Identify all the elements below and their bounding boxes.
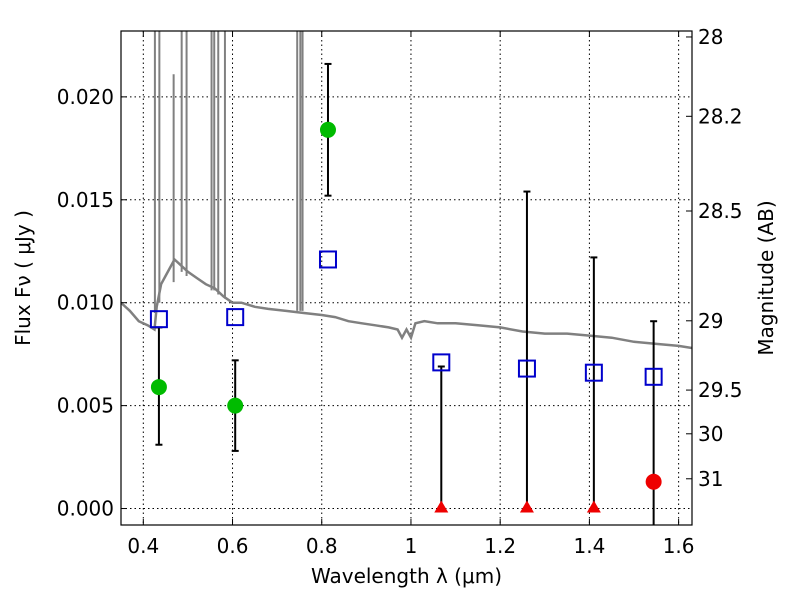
x-tick-label: 0.8 bbox=[306, 534, 338, 558]
y-axis-ticks: 0.000 0.005 0.010 0.015 0.020 bbox=[57, 85, 127, 521]
y-axis-label: Flux Fν ( μJy ) bbox=[11, 210, 35, 346]
model-flux-square bbox=[517, 359, 536, 378]
right-tick-label: 28.2 bbox=[698, 104, 743, 128]
data-point-circle bbox=[150, 379, 167, 396]
x-tick-label: 0.4 bbox=[127, 534, 159, 558]
data-point-circle bbox=[645, 473, 662, 490]
data-point-circle bbox=[319, 121, 336, 138]
model-flux-square bbox=[149, 310, 168, 329]
model-flux-square bbox=[432, 353, 451, 372]
y-tick-label: 0.010 bbox=[57, 291, 114, 315]
x-tick-label: 1 bbox=[405, 534, 418, 558]
upper-limit-triangle bbox=[586, 500, 601, 513]
upper-limit-triangle bbox=[519, 500, 534, 513]
grid-layer bbox=[121, 31, 692, 525]
x-tick-label: 1.2 bbox=[484, 534, 516, 558]
model-flux-square bbox=[318, 250, 337, 269]
right-tick-label: 29 bbox=[698, 309, 723, 333]
y-tick-label: 0.015 bbox=[57, 188, 114, 212]
right-axis-ticks: 28 28.2 28.5 29 29.5 30 31 bbox=[686, 25, 743, 491]
right-axis-label: Magnitude (AB) bbox=[754, 200, 778, 355]
x-axis-ticks: 0.4 0.6 0.8 1 1.2 1.4 1.6 bbox=[127, 31, 695, 558]
y-tick-label: 0.000 bbox=[57, 497, 114, 521]
right-tick-label: 31 bbox=[698, 467, 723, 491]
model-flux-square bbox=[644, 367, 663, 386]
right-tick-label: 28.5 bbox=[698, 199, 743, 223]
x-tick-label: 0.6 bbox=[217, 534, 249, 558]
error-bars bbox=[155, 62, 658, 525]
upper-limit-triangle bbox=[434, 500, 449, 513]
y-tick-label: 0.005 bbox=[57, 394, 114, 418]
y-tick-label: 0.020 bbox=[57, 85, 114, 109]
model-flux-square bbox=[226, 308, 245, 327]
model-flux-square bbox=[584, 363, 603, 382]
x-tick-label: 1.4 bbox=[573, 534, 605, 558]
x-tick-label: 1.6 bbox=[663, 534, 695, 558]
data-point-circle bbox=[227, 397, 244, 414]
model-spectrum bbox=[121, 31, 692, 350]
data-markers bbox=[149, 121, 663, 513]
right-tick-label: 30 bbox=[698, 422, 723, 446]
right-tick-label: 29.5 bbox=[698, 378, 743, 402]
model-spectrum-line bbox=[121, 257, 692, 350]
right-tick-label: 28 bbox=[698, 25, 723, 49]
x-axis-label: Wavelength λ (μm) bbox=[311, 564, 502, 588]
plot-frame bbox=[120, 30, 693, 526]
